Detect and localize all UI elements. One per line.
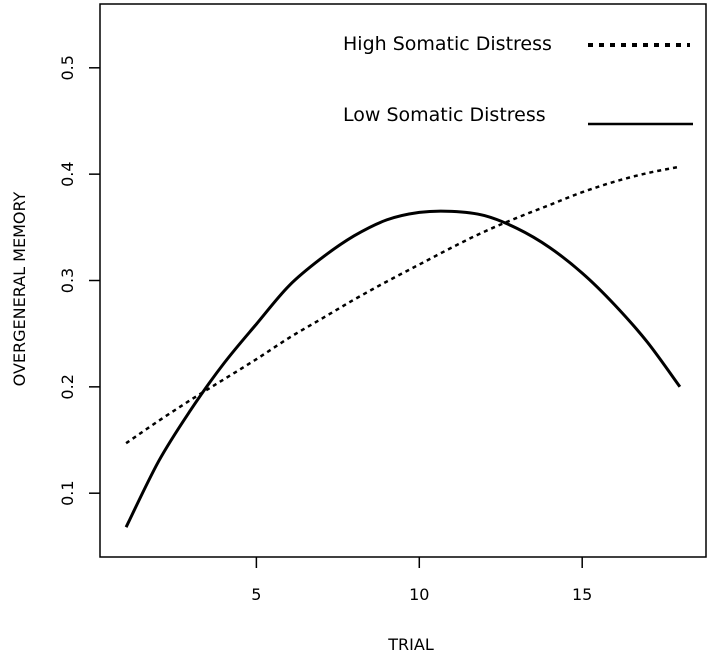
y-tick-label: 0.3 (58, 268, 77, 293)
y-tick-label: 0.1 (58, 480, 77, 505)
y-tick-label: 0.5 (58, 55, 77, 80)
x-tick-label: 5 (251, 585, 261, 604)
x-axis: 5 10 15 (251, 557, 592, 604)
x-tick-label: 15 (572, 585, 592, 604)
series-line-low-somatic-distress (124, 209, 682, 528)
legend-label-low: Low Somatic Distress (343, 104, 546, 126)
legend: High Somatic Distress Low Somatic Distre… (343, 33, 693, 126)
series-line-high-somatic-distress (125, 165, 681, 445)
y-axis: 0.1 0.2 0.3 0.4 0.5 (58, 55, 100, 506)
x-axis-label: TRIAL (387, 635, 434, 654)
y-tick-label: 0.2 (58, 374, 77, 399)
x-tick-label: 10 (409, 585, 429, 604)
legend-label-high: High Somatic Distress (343, 33, 552, 55)
y-axis-label: OVERGENERAL MEMORY (10, 191, 29, 386)
y-tick-label: 0.4 (58, 161, 77, 186)
series-layer (124, 165, 682, 528)
plot-frame (99, 3, 707, 558)
